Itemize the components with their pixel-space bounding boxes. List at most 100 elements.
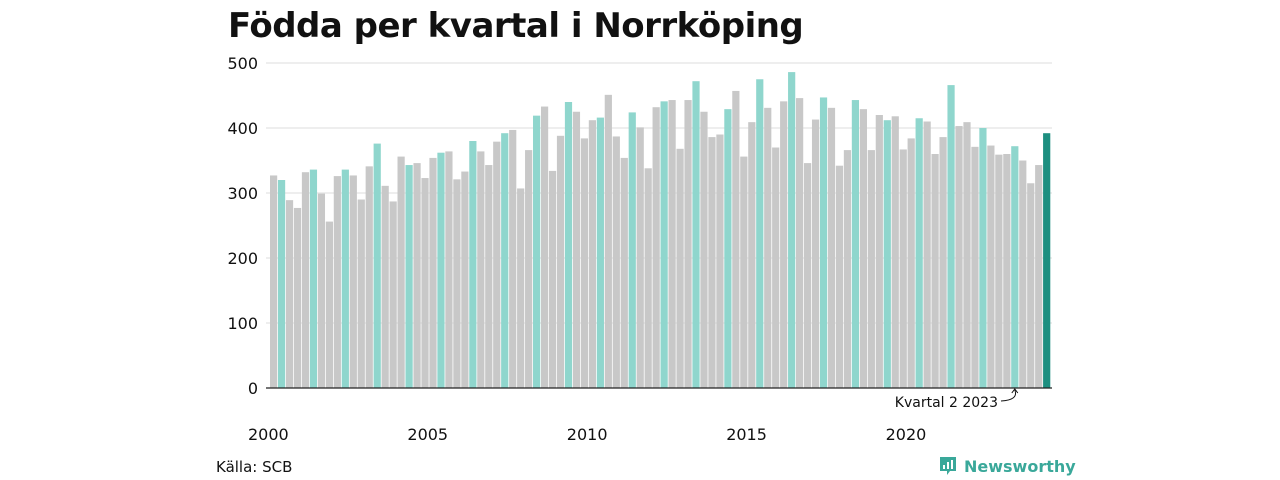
bar bbox=[405, 165, 413, 388]
bar bbox=[708, 137, 716, 388]
bar bbox=[788, 72, 796, 388]
bar bbox=[827, 107, 836, 388]
bar bbox=[748, 122, 756, 389]
bar bbox=[333, 176, 341, 388]
x-tick-label: 2010 bbox=[567, 425, 608, 444]
brand: Newsworthy bbox=[938, 456, 1076, 476]
bar bbox=[461, 171, 469, 388]
bar bbox=[556, 135, 565, 388]
bar bbox=[1043, 133, 1051, 388]
bar bbox=[485, 165, 493, 388]
bar bbox=[301, 172, 310, 388]
brand-name: Newsworthy bbox=[964, 456, 1076, 476]
bar bbox=[317, 193, 326, 388]
x-tick-label: 2000 bbox=[248, 425, 289, 444]
bar bbox=[811, 119, 820, 389]
bar bbox=[899, 149, 907, 388]
bar bbox=[293, 207, 302, 388]
y-tick-label: 0 bbox=[248, 379, 258, 398]
bar bbox=[596, 117, 604, 388]
x-tick-label: 2015 bbox=[726, 425, 767, 444]
bar bbox=[365, 166, 373, 388]
annotation-label: Kvartal 2 2023 bbox=[895, 395, 998, 411]
bar bbox=[780, 101, 788, 388]
bar bbox=[883, 120, 891, 388]
bar bbox=[772, 147, 780, 388]
bar bbox=[1019, 160, 1027, 388]
bar bbox=[1035, 165, 1043, 388]
bar bbox=[756, 79, 764, 388]
bar bbox=[676, 148, 684, 388]
bar bbox=[907, 138, 915, 388]
bar bbox=[501, 133, 509, 388]
bar bbox=[285, 200, 294, 388]
bar bbox=[588, 120, 596, 388]
bar bbox=[1003, 154, 1011, 388]
annotation-arrow bbox=[1000, 389, 1016, 402]
bar bbox=[381, 185, 389, 388]
x-tick-label: 2005 bbox=[407, 425, 448, 444]
bar bbox=[572, 111, 581, 388]
bar bbox=[716, 134, 724, 388]
bar bbox=[309, 169, 318, 388]
bar bbox=[373, 143, 381, 388]
bar bbox=[915, 118, 923, 388]
bar bbox=[1011, 146, 1019, 388]
y-tick-label: 200 bbox=[227, 249, 258, 268]
bar bbox=[548, 170, 557, 388]
y-tick-label: 300 bbox=[227, 184, 258, 203]
bar bbox=[955, 126, 963, 389]
chart-title: Födda per kvartal i Norrköping bbox=[228, 6, 804, 46]
bar bbox=[668, 100, 676, 389]
bar bbox=[525, 150, 533, 388]
annotation-arrowhead bbox=[1011, 388, 1019, 394]
bar bbox=[851, 100, 860, 389]
bar bbox=[875, 115, 883, 388]
bar bbox=[843, 150, 852, 388]
bar bbox=[493, 141, 501, 388]
bar bbox=[1027, 183, 1035, 388]
bar bbox=[692, 81, 700, 388]
bar bbox=[349, 175, 357, 388]
bar bbox=[341, 169, 349, 388]
newsworthy-logo-icon bbox=[940, 457, 956, 475]
bar bbox=[660, 101, 668, 388]
bar bbox=[477, 151, 485, 388]
bar bbox=[612, 136, 620, 388]
bar bbox=[652, 107, 660, 388]
bar bbox=[796, 98, 804, 388]
bar bbox=[803, 163, 812, 388]
bar bbox=[931, 154, 939, 388]
bar bbox=[469, 141, 477, 388]
bar bbox=[437, 152, 445, 388]
bar bbox=[995, 154, 1003, 388]
bar bbox=[947, 85, 955, 388]
bar bbox=[963, 122, 971, 389]
y-tick-label: 100 bbox=[227, 314, 258, 333]
bar bbox=[389, 201, 397, 388]
bar bbox=[835, 165, 844, 388]
bar bbox=[628, 112, 636, 389]
bar bbox=[819, 97, 828, 388]
bar bbox=[533, 115, 541, 389]
x-tick-label: 2020 bbox=[886, 425, 927, 444]
bar bbox=[764, 107, 772, 388]
bar bbox=[636, 127, 644, 388]
bar bbox=[397, 156, 405, 388]
bar bbox=[923, 121, 931, 388]
bar bbox=[580, 138, 589, 388]
bar bbox=[429, 157, 437, 388]
bar bbox=[413, 163, 421, 388]
y-tick-label: 500 bbox=[227, 54, 258, 73]
bar bbox=[270, 175, 278, 388]
bar bbox=[939, 137, 947, 388]
bar bbox=[724, 109, 732, 389]
bar bbox=[277, 180, 286, 388]
bar bbox=[971, 146, 979, 388]
bar bbox=[987, 145, 995, 388]
bar bbox=[644, 168, 652, 388]
bar bbox=[620, 157, 628, 388]
bar bbox=[509, 129, 517, 388]
bar bbox=[700, 111, 708, 388]
